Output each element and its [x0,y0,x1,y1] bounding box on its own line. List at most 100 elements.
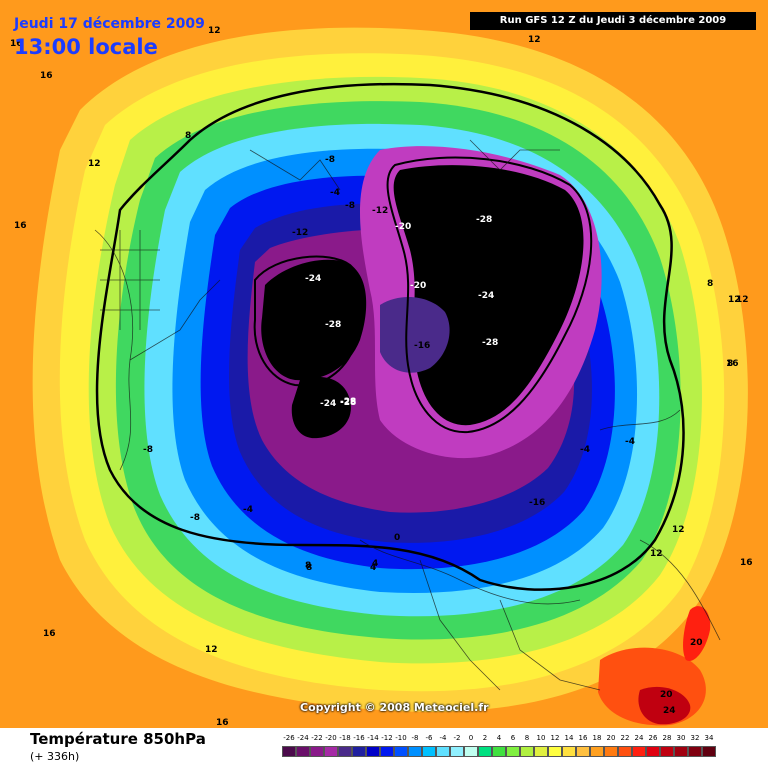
contour-label: -20 [410,281,426,291]
legend-swatch [562,746,576,757]
zero-isotherm [95,82,685,591]
contour-label: 12 [205,645,218,655]
contour-label: 4 [372,559,378,569]
copyright-notice: Copyright © 2008 Meteociel.fr [300,701,489,714]
core-black-south [291,376,351,439]
legend-label: 4 [496,734,502,742]
contour-label: 16 [216,718,229,728]
legend-swatches [282,746,716,757]
contour-label: 8 [707,279,713,289]
legend-label: 24 [634,734,644,742]
contour-label: -12 [292,228,308,238]
legend-label: -24 [297,734,309,742]
cold-contour-mid [253,255,366,387]
contour-label: -16 [443,255,459,265]
legend-label: -14 [367,734,379,742]
legend-swatch [324,746,338,757]
contour-label: -24 [478,291,494,301]
contour-label: 0 [394,533,400,543]
contour-label: 20 [660,690,673,700]
contour-label: 4 [370,563,376,573]
legend-label: -12 [381,734,393,742]
legend-label: -16 [353,734,365,742]
forecast-horizon: (+ 336h) [30,750,80,763]
legend-swatch [366,746,380,757]
local-time: 13:00 locale [14,35,158,59]
valid-date: Jeudi 17 décembre 2009 [14,16,205,32]
coastlines [94,139,721,691]
contour-label: 16 [43,629,56,639]
legend-label: 32 [690,734,700,742]
contour-label: 16 [40,71,53,81]
contour-label: 16 [10,39,23,49]
contour-label: 24 [663,706,676,716]
legend-label: 0 [468,734,474,742]
contour-label: -16 [414,341,430,351]
legend-label: -8 [411,734,419,742]
core-inner-pocket [380,296,450,373]
contour-label: -8 [325,155,335,165]
footer-bar: Température 850hPa (+ 336h) -26 -24 -22 -2 0… [0,728,768,768]
legend-swatch [436,746,450,757]
chart-title: Température 850hPa [30,730,206,748]
legend-swatch [338,746,352,757]
contour-label: -12 [372,206,388,216]
legend-label: 16 [578,734,588,742]
core-black-west [261,259,367,381]
legend-swatch [688,746,702,757]
contour-label: 12 [528,35,541,45]
legend-swatch [618,746,632,757]
contour-label: 12 [728,295,741,305]
legend-label: -22 [311,734,323,742]
legend-label: -2 [453,734,461,742]
legend-label: -18 [339,734,351,742]
legend-swatch [282,746,296,757]
contour-label: -4 [580,445,590,455]
warm-pocket-dark-red [638,686,691,725]
contour-label: 16 [14,221,27,231]
legend-swatch [632,746,646,757]
legend-label: 6 [510,734,516,742]
legend-swatch [660,746,674,757]
legend-swatch [702,746,716,757]
legend-label: 18 [592,734,602,742]
legend-swatch [478,746,492,757]
legend-label: 8 [524,734,530,742]
contour-label: 8 [306,563,312,573]
legend-swatch [310,746,324,757]
contour-label: -28 [476,215,492,225]
legend-label: -26 [283,734,295,742]
contour-label: -28 [340,398,356,408]
warm-streak-red [683,606,711,661]
contour-label: -4 [625,437,635,447]
contour-label: 16 [740,558,753,568]
legend-swatch [506,746,520,757]
contour-label: 8 [185,131,191,141]
contour-label: -24 [320,399,336,409]
legend-swatch [450,746,464,757]
legend-label: 28 [662,734,672,742]
legend-swatch [408,746,422,757]
contour-label: -24 [305,274,321,284]
legend-swatch [534,746,548,757]
legend-swatch [548,746,562,757]
legend-swatch [464,746,478,757]
contour-label: -20 [395,222,411,232]
contour-label: 12 [88,159,101,169]
legend-label: 20 [606,734,616,742]
contour-label: -8 [190,513,200,523]
legend-label: -6 [425,734,433,742]
contour-label: -8 [345,201,355,211]
color-scale-legend: -26 -24 -22 -20 -18 -16 -14 -12 -10 -8 -6 -4 -2 0 2 4 6 8… [282,734,742,764]
legend-swatch [380,746,394,757]
legend-label: 2 [482,734,488,742]
legend-label: 34 [704,734,714,742]
core-black-east [393,165,584,426]
contour-label: -8 [143,445,153,455]
legend-labels: -26 -24 -22 -20 -18 -16 -14 -12 -10 -8 -6 -4 -2 0 2 4 6 8… [282,734,742,744]
legend-label: 10 [536,734,546,742]
run-info: Run GFS 12 Z du Jeudi 3 décembre 2009 [470,12,756,30]
cold-contour-east [386,156,593,434]
legend-swatch [590,746,604,757]
